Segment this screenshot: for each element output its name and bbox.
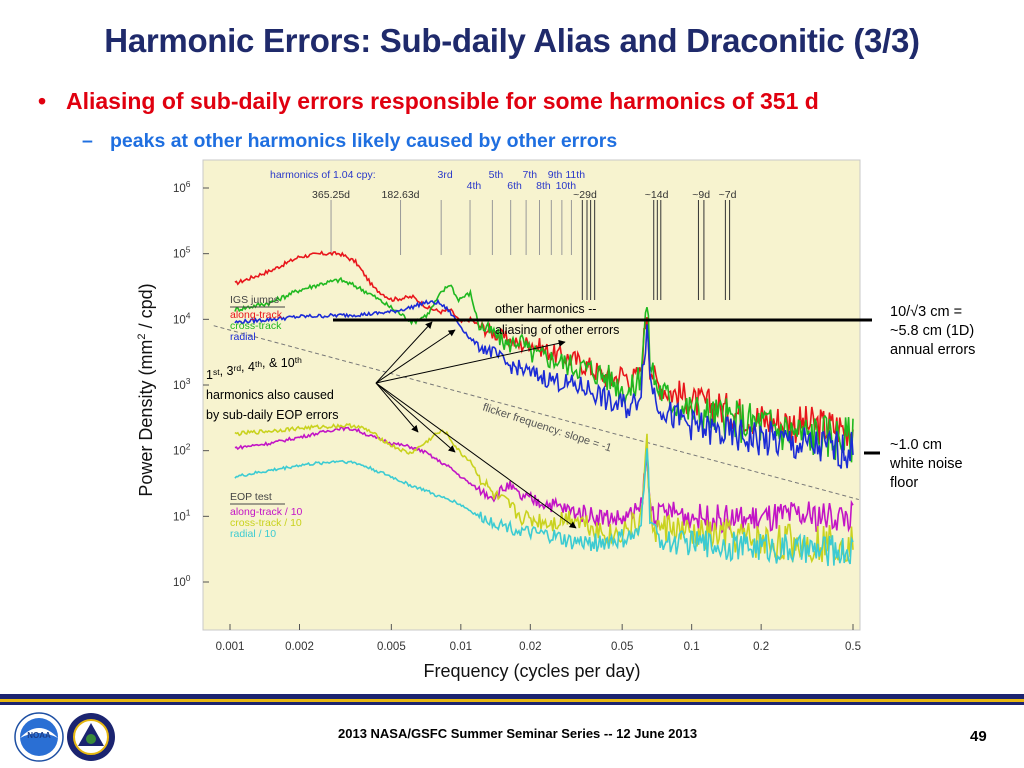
annotation-arrow (375, 382, 456, 453)
legend-title: EOP test (230, 491, 272, 503)
page-number: 49 (970, 728, 987, 745)
y-axis-label: Power Density (mm2 / cpd) (136, 283, 156, 496)
legend-title: IGS jumps (230, 294, 279, 306)
harmonic-label: 3rd (438, 169, 453, 181)
footer-bar-gold (0, 699, 1024, 702)
note-white-noise: ~1.0 cm white noise floor (890, 436, 963, 493)
annotation-arrow (375, 382, 419, 433)
x-tick-label: 0.5 (845, 641, 861, 653)
annotation-arrow (375, 321, 433, 384)
subbullet-item: – peaks at other harmonics likely caused … (82, 130, 617, 153)
note-line: annual errors (890, 342, 976, 358)
harmonic-label: 365.25d (312, 189, 350, 201)
harmonic-label: 5th (489, 169, 504, 181)
plot-area (202, 159, 861, 631)
legend-entry: along-track (230, 309, 283, 321)
note-line: ~1.0 cm (890, 437, 942, 453)
bullet-item: • Aliasing of sub-daily errors responsibl… (38, 88, 819, 115)
legend-entry: cross-track / 10 (230, 517, 302, 529)
annotation-arrow (375, 382, 577, 529)
other-harmonics-note: other harmonics -- (495, 302, 596, 316)
dash-icon: – (82, 130, 93, 152)
geodetic-survey-logo (67, 713, 115, 761)
other-harmonics-note: aliasing of other errors (495, 323, 619, 337)
x-tick-label: 0.05 (611, 641, 633, 653)
note-line: floor (890, 475, 919, 491)
harmonic-label: 8th (536, 180, 551, 192)
x-tick-label: 0.01 (450, 641, 472, 653)
y-tick-label: 102 (173, 442, 191, 458)
x-tick-label: 0.02 (519, 641, 541, 653)
x-tick-label: 0.005 (377, 641, 406, 653)
harmonics-note-line: 1st, 3rd, 4th, & 10th (206, 355, 302, 382)
series-line (234, 422, 854, 564)
y-tick-label: 105 (173, 245, 191, 261)
legend-entry: along-track / 10 (230, 506, 303, 518)
legend-entry: radial (230, 331, 256, 343)
series-line (234, 276, 854, 463)
harmonic-label: 11th (565, 169, 585, 181)
harmonic-label: 9th (548, 169, 563, 181)
x-tick-label: 0.001 (216, 641, 245, 653)
harmonics-note-line: by sub-daily EOP errors (206, 408, 338, 422)
y-tick-label: 104 (173, 310, 191, 326)
note-annual-errors: 10/√3 cm = ~5.8 cm (1D) annual errors (890, 303, 975, 360)
harmonic-label: ~7d (719, 189, 737, 201)
note-line: white noise (890, 456, 963, 472)
y-tick-label: 100 (173, 573, 191, 589)
annotation-arrow (375, 329, 456, 384)
series-line (234, 425, 854, 534)
legend-entry: radial / 10 (230, 528, 276, 540)
y-tick-label: 103 (173, 376, 191, 392)
noaa-logo: NOAA (14, 712, 64, 762)
note-line: ~5.8 cm (1D) (890, 323, 975, 339)
x-tick-label: 0.002 (285, 641, 314, 653)
svg-text:NOAA: NOAA (27, 731, 51, 740)
subbullet-text: peaks at other harmonics likely caused b… (110, 130, 618, 152)
harmonic-label: ~9d (692, 189, 710, 201)
bullet-text: Aliasing of sub-daily errors responsible… (66, 88, 819, 114)
series-line (234, 298, 854, 469)
flicker-line (213, 325, 859, 501)
y-tick-label: 106 (173, 179, 191, 195)
harmonics-note-line: harmonics also caused (206, 388, 334, 402)
x-tick-label: 0.2 (753, 641, 769, 653)
series-line (234, 448, 854, 567)
harmonic-label: 4th (467, 180, 482, 192)
harmonic-label: 7th (523, 169, 538, 181)
harmonic-label: 6th (507, 180, 522, 192)
annotation-arrow (375, 339, 566, 384)
harmonic-label: 182.63d (382, 189, 420, 201)
bullet-dot-icon: • (38, 88, 47, 114)
footer-text: 2013 NASA/GSFC Summer Seminar Series -- … (338, 726, 698, 741)
footer-bar-navy (0, 694, 1024, 699)
harmonics-label: harmonics of 1.04 cpy: (270, 169, 376, 181)
x-axis-label: Frequency (cycles per day) (423, 661, 640, 681)
harmonic-label: 10th (556, 180, 577, 192)
harmonic-label: ~29d (573, 189, 597, 201)
legend-entry: cross-track (230, 320, 282, 332)
slide-title: Harmonic Errors: Sub-daily Alias and Dra… (104, 22, 920, 59)
note-line: 10/√3 cm = (890, 304, 963, 320)
harmonic-label: ~14d (645, 189, 669, 201)
footer-bar-navy (0, 702, 1024, 705)
y-tick-label: 101 (173, 507, 191, 523)
x-tick-label: 0.1 (684, 641, 700, 653)
